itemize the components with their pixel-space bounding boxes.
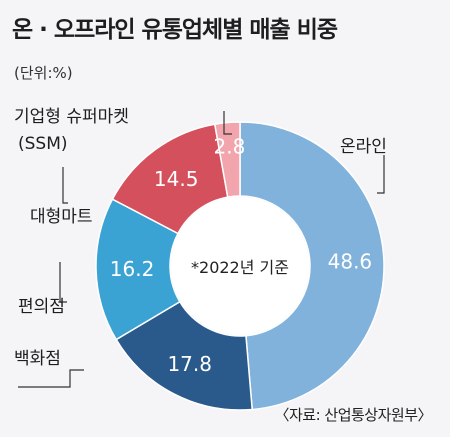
leader-line bbox=[62, 167, 68, 204]
value-label: 14.5 bbox=[154, 167, 199, 191]
value-label: 17.8 bbox=[167, 352, 212, 376]
source-note: 〈자료: 산업통상자원부〉 bbox=[274, 406, 432, 424]
chart-title: 온 · 오프라인 유통업체별 매출 비중 bbox=[12, 17, 338, 43]
legend-label: (SSM) bbox=[18, 134, 68, 154]
center-note: *2022년 기준 bbox=[191, 258, 289, 277]
value-label: 2.8 bbox=[214, 134, 246, 158]
legend-label: 백화점 bbox=[14, 349, 61, 369]
donut-segment bbox=[239, 121, 385, 411]
donut-segment bbox=[213, 121, 241, 198]
leader-line bbox=[18, 369, 84, 388]
donut-hole bbox=[171, 197, 309, 335]
leader-line bbox=[223, 111, 232, 135]
value-label: 48.6 bbox=[328, 249, 373, 273]
legend-label: 온라인 bbox=[340, 137, 387, 157]
legend-label: 대형마트 bbox=[30, 207, 93, 227]
legend-label: 편의점 bbox=[18, 297, 65, 317]
leader-line bbox=[377, 155, 385, 194]
unit-label: (단위:%) bbox=[14, 64, 73, 82]
value-label: 16.2 bbox=[110, 257, 155, 281]
leader-line bbox=[59, 262, 67, 303]
legend-label: 기업형 슈퍼마켓 bbox=[14, 107, 129, 127]
donut-segment bbox=[115, 300, 254, 411]
